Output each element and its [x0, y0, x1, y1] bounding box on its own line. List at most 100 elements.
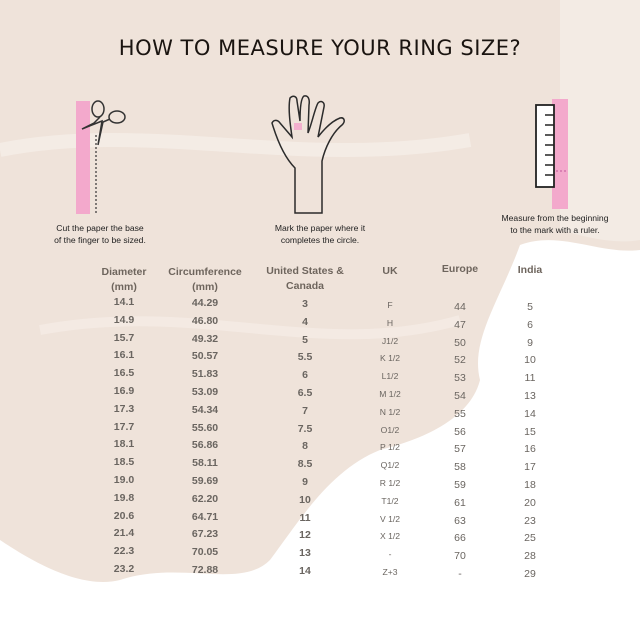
- cell-europe: 50: [454, 336, 466, 349]
- cell-diameter: 19.8: [113, 491, 135, 504]
- cell-india: 15: [524, 425, 536, 438]
- cell-circumference: 70.05: [191, 546, 219, 559]
- cell-us: 4: [302, 315, 308, 328]
- step-2-instruction: Mark the paper where it completes the ci…: [250, 222, 390, 246]
- cell-diameter: 14.9: [113, 313, 135, 326]
- cell-europe: 56: [454, 425, 466, 438]
- cell-circumference: 46.80: [191, 314, 219, 327]
- cell-us: 5: [302, 333, 308, 346]
- cell-circumference: 67.23: [191, 528, 219, 541]
- header-header-line2: (mm): [192, 281, 218, 293]
- cell-europe: 58: [454, 461, 466, 474]
- cell-diameter: 14.1: [113, 296, 135, 308]
- cell-circumference: 53.09: [191, 386, 219, 398]
- cell-circumference: 72.88: [191, 564, 219, 576]
- cell-uk: R 1/2: [379, 478, 401, 488]
- step-2-line-2: completes the circle.: [280, 235, 360, 245]
- cell-uk: T1/2: [381, 495, 399, 506]
- cell-india: 5: [527, 301, 533, 313]
- cell-india: 18: [524, 479, 536, 491]
- step-3-instruction: Measure from the beginning to the mark w…: [480, 212, 630, 236]
- cell-europe: 66: [454, 532, 466, 545]
- cell-circumference: 55.60: [191, 421, 219, 434]
- scissors-cutting-paper-icon: [76, 100, 126, 214]
- cell-us: 13: [299, 547, 311, 560]
- cell-us: 7.5: [297, 422, 313, 435]
- cell-circumference: 58.11: [192, 457, 218, 470]
- cell-europe: 53: [454, 372, 466, 385]
- cell-diameter: 16.1: [113, 349, 135, 362]
- step-3-line-2: to the mark with a ruler.: [510, 225, 600, 235]
- cell-india: 6: [527, 318, 533, 331]
- header-header-line1: Diameter: [101, 266, 147, 278]
- header-header-line1: Europe: [441, 263, 479, 275]
- cell-diameter: 20.6: [113, 509, 135, 522]
- cell-uk: X 1/2: [379, 531, 401, 542]
- cell-europe: 44: [454, 301, 466, 313]
- cell-us: 3: [302, 298, 308, 310]
- ruler-with-paper-icon: [535, 99, 568, 209]
- cell-europe: -: [458, 568, 462, 580]
- cell-uk: V 1/2: [379, 513, 401, 524]
- cell-us: 7: [302, 404, 308, 417]
- cell-uk: -: [388, 549, 392, 560]
- cell-india: 10: [524, 354, 536, 367]
- cell-us: 9: [302, 476, 308, 488]
- header-header-line1: Circumference: [168, 266, 242, 278]
- column-header-diameter: Diameter (mm): [64, 265, 184, 295]
- cell-diameter: 17.7: [113, 420, 135, 433]
- step-1-instruction: Cut the paper the base of the finger to …: [30, 222, 170, 246]
- cell-europe: 61: [454, 496, 466, 509]
- cell-uk: P 1/2: [380, 442, 400, 453]
- step-2-line-1: Mark the paper where it: [274, 223, 366, 233]
- header-header-line2: Canada: [286, 280, 324, 292]
- cell-europe: 47: [454, 318, 466, 331]
- cell-uk: K 1/2: [379, 353, 401, 364]
- cell-india: 20: [524, 496, 536, 509]
- cell-uk: Q1/2: [380, 460, 400, 471]
- cell-circumference: 54.34: [191, 403, 219, 416]
- cell-uk: F: [387, 300, 393, 310]
- column-header-uk: UK: [330, 264, 450, 279]
- cell-india: 23: [524, 514, 536, 527]
- cell-circumference: 50.57: [191, 350, 219, 363]
- page-title: HOW TO MEASURE YOUR RING SIZE?: [118, 36, 522, 60]
- cell-diameter: 16.5: [113, 367, 135, 380]
- cell-circumference: 56.86: [191, 439, 219, 452]
- cell-india: 11: [524, 372, 536, 385]
- cell-europe: 63: [454, 514, 466, 527]
- header-header-line1: UK: [382, 265, 398, 277]
- column-header-india: India: [470, 263, 590, 278]
- cell-diameter: 18.5: [113, 456, 135, 469]
- cell-us: 10: [299, 493, 311, 506]
- cell-india: 14: [524, 407, 536, 420]
- cell-circumference: 59.69: [191, 475, 219, 487]
- cell-india: 29: [524, 568, 536, 580]
- cell-uk: N 1/2: [379, 406, 401, 417]
- cell-circumference: 51.83: [191, 368, 219, 381]
- cell-india: 9: [527, 336, 533, 349]
- cell-europe: 52: [454, 354, 466, 367]
- cell-uk: H: [386, 317, 394, 328]
- cell-circumference: 44.29: [191, 297, 219, 309]
- cell-circumference: 64.71: [191, 510, 219, 523]
- cell-diameter: 21.4: [113, 527, 135, 540]
- header-header-line1: India: [517, 264, 543, 276]
- cell-us: 8: [302, 440, 308, 453]
- step-1-line-1: Cut the paper the base: [56, 223, 144, 233]
- cell-europe: 59: [454, 479, 466, 491]
- cell-circumference: 62.20: [191, 492, 219, 505]
- hand-with-paper-mark-icon: [271, 95, 345, 214]
- cell-us: 12: [299, 529, 311, 542]
- cell-diameter: 16.9: [113, 385, 135, 397]
- cell-us: 6: [302, 369, 308, 382]
- cell-europe: 54: [454, 390, 466, 402]
- cell-india: 13: [524, 390, 536, 402]
- cell-uk: L1/2: [381, 371, 399, 382]
- header-header-line2: (mm): [111, 281, 137, 293]
- step-1-line-2: of the finger to be sized.: [54, 235, 146, 245]
- column-header-circumference: Circumference (mm): [145, 265, 265, 295]
- cell-uk: Z+3: [382, 567, 398, 577]
- cell-us: 5.5: [297, 351, 313, 364]
